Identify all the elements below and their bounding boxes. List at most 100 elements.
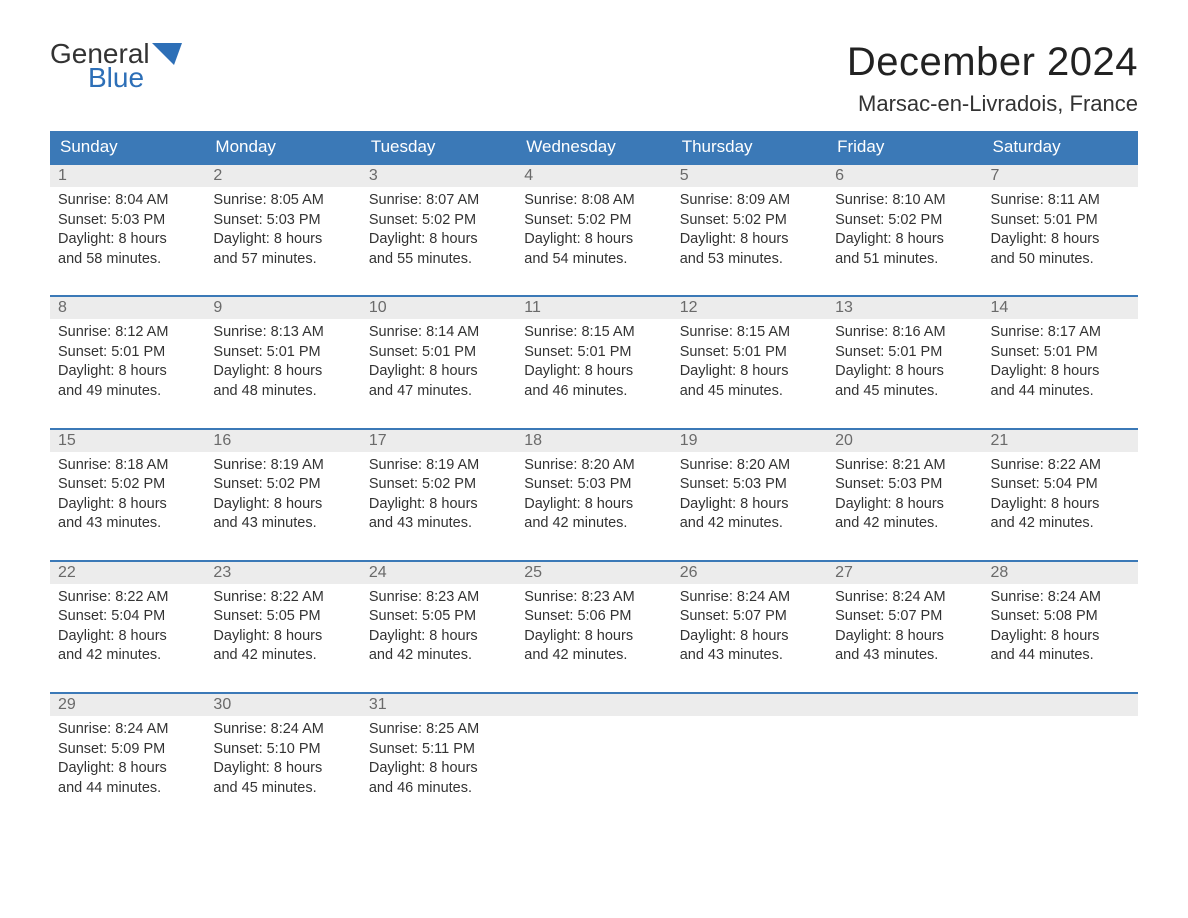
day-sunrise: Sunrise: 8:25 AM [369,720,508,740]
day-d2: and 42 minutes. [680,514,819,534]
day-details: Sunrise: 8:07 AMSunset: 5:02 PMDaylight:… [361,187,516,277]
day-sunrise: Sunrise: 8:20 AM [680,456,819,476]
calendar-day: 1Sunrise: 8:04 AMSunset: 5:03 PMDaylight… [50,165,205,277]
day-d2: and 49 minutes. [58,382,197,402]
day-number: 19 [672,430,827,452]
day-header-mon: Monday [205,131,360,163]
day-sunset: Sunset: 5:02 PM [369,211,508,231]
day-d2: and 50 minutes. [991,250,1130,270]
day-d2: and 42 minutes. [524,514,663,534]
day-sunrise: Sunrise: 8:24 AM [213,720,352,740]
day-d2: and 54 minutes. [524,250,663,270]
day-number: 17 [361,430,516,452]
calendar-day: 18Sunrise: 8:20 AMSunset: 5:03 PMDayligh… [516,430,671,542]
day-sunrise: Sunrise: 8:19 AM [213,456,352,476]
day-d2: and 43 minutes. [369,514,508,534]
calendar-week: 8Sunrise: 8:12 AMSunset: 5:01 PMDaylight… [50,295,1138,409]
day-sunset: Sunset: 5:06 PM [524,607,663,627]
day-sunset: Sunset: 5:04 PM [991,475,1130,495]
day-number: 27 [827,562,982,584]
day-d1: Daylight: 8 hours [369,362,508,382]
day-sunset: Sunset: 5:01 PM [680,343,819,363]
day-details: Sunrise: 8:22 AMSunset: 5:05 PMDaylight:… [205,584,360,674]
calendar-day: 27Sunrise: 8:24 AMSunset: 5:07 PMDayligh… [827,562,982,674]
title-block: December 2024 Marsac-en-Livradois, Franc… [847,40,1138,117]
day-sunrise: Sunrise: 8:23 AM [369,588,508,608]
calendar-day: 2Sunrise: 8:05 AMSunset: 5:03 PMDaylight… [205,165,360,277]
day-sunrise: Sunrise: 8:21 AM [835,456,974,476]
day-sunset: Sunset: 5:05 PM [369,607,508,627]
day-details: Sunrise: 8:22 AMSunset: 5:04 PMDaylight:… [50,584,205,674]
day-sunrise: Sunrise: 8:07 AM [369,191,508,211]
day-d1: Daylight: 8 hours [680,362,819,382]
day-sunset: Sunset: 5:03 PM [58,211,197,231]
day-details: Sunrise: 8:12 AMSunset: 5:01 PMDaylight:… [50,319,205,409]
day-sunset: Sunset: 5:04 PM [58,607,197,627]
page-header: General Blue December 2024 Marsac-en-Liv… [50,40,1138,117]
day-number: 26 [672,562,827,584]
day-d1: Daylight: 8 hours [524,495,663,515]
day-d1: Daylight: 8 hours [835,495,974,515]
calendar-week: 29Sunrise: 8:24 AMSunset: 5:09 PMDayligh… [50,692,1138,806]
day-d2: and 43 minutes. [680,646,819,666]
day-number: 8 [50,297,205,319]
day-sunrise: Sunrise: 8:22 AM [213,588,352,608]
day-sunset: Sunset: 5:07 PM [680,607,819,627]
day-details: Sunrise: 8:19 AMSunset: 5:02 PMDaylight:… [205,452,360,542]
day-number [672,694,827,716]
day-sunrise: Sunrise: 8:23 AM [524,588,663,608]
day-d2: and 45 minutes. [213,779,352,799]
day-sunrise: Sunrise: 8:05 AM [213,191,352,211]
day-details: Sunrise: 8:15 AMSunset: 5:01 PMDaylight:… [672,319,827,409]
day-d1: Daylight: 8 hours [991,627,1130,647]
day-number: 24 [361,562,516,584]
day-number: 31 [361,694,516,716]
day-number: 10 [361,297,516,319]
day-d1: Daylight: 8 hours [369,759,508,779]
day-d1: Daylight: 8 hours [991,230,1130,250]
day-sunset: Sunset: 5:02 PM [58,475,197,495]
calendar-day: 6Sunrise: 8:10 AMSunset: 5:02 PMDaylight… [827,165,982,277]
day-sunset: Sunset: 5:02 PM [369,475,508,495]
day-number: 12 [672,297,827,319]
day-sunset: Sunset: 5:07 PM [835,607,974,627]
day-sunrise: Sunrise: 8:14 AM [369,323,508,343]
day-number: 21 [983,430,1138,452]
day-d1: Daylight: 8 hours [213,362,352,382]
calendar-header-row: Sunday Monday Tuesday Wednesday Thursday… [50,131,1138,163]
calendar-day: 22Sunrise: 8:22 AMSunset: 5:04 PMDayligh… [50,562,205,674]
day-d2: and 43 minutes. [58,514,197,534]
day-d1: Daylight: 8 hours [369,230,508,250]
day-number: 28 [983,562,1138,584]
day-sunrise: Sunrise: 8:10 AM [835,191,974,211]
calendar-day: 5Sunrise: 8:09 AMSunset: 5:02 PMDaylight… [672,165,827,277]
day-sunset: Sunset: 5:01 PM [58,343,197,363]
day-number: 9 [205,297,360,319]
day-sunset: Sunset: 5:09 PM [58,740,197,760]
day-sunset: Sunset: 5:02 PM [835,211,974,231]
day-d1: Daylight: 8 hours [58,362,197,382]
day-d2: and 43 minutes. [835,646,974,666]
day-details: Sunrise: 8:10 AMSunset: 5:02 PMDaylight:… [827,187,982,277]
day-sunrise: Sunrise: 8:22 AM [991,456,1130,476]
day-sunrise: Sunrise: 8:15 AM [680,323,819,343]
day-details: Sunrise: 8:08 AMSunset: 5:02 PMDaylight:… [516,187,671,277]
day-d1: Daylight: 8 hours [58,759,197,779]
day-sunset: Sunset: 5:01 PM [991,211,1130,231]
day-number: 25 [516,562,671,584]
day-details: Sunrise: 8:22 AMSunset: 5:04 PMDaylight:… [983,452,1138,542]
day-sunrise: Sunrise: 8:17 AM [991,323,1130,343]
day-number [827,694,982,716]
day-sunrise: Sunrise: 8:12 AM [58,323,197,343]
calendar-day: 4Sunrise: 8:08 AMSunset: 5:02 PMDaylight… [516,165,671,277]
day-sunset: Sunset: 5:01 PM [835,343,974,363]
day-header-fri: Friday [827,131,982,163]
calendar-week: 22Sunrise: 8:22 AMSunset: 5:04 PMDayligh… [50,560,1138,674]
weeks-container: 1Sunrise: 8:04 AMSunset: 5:03 PMDaylight… [50,163,1138,806]
day-details: Sunrise: 8:21 AMSunset: 5:03 PMDaylight:… [827,452,982,542]
calendar-week: 1Sunrise: 8:04 AMSunset: 5:03 PMDaylight… [50,163,1138,277]
day-details: Sunrise: 8:17 AMSunset: 5:01 PMDaylight:… [983,319,1138,409]
day-number [516,694,671,716]
day-d1: Daylight: 8 hours [524,627,663,647]
day-sunset: Sunset: 5:01 PM [369,343,508,363]
